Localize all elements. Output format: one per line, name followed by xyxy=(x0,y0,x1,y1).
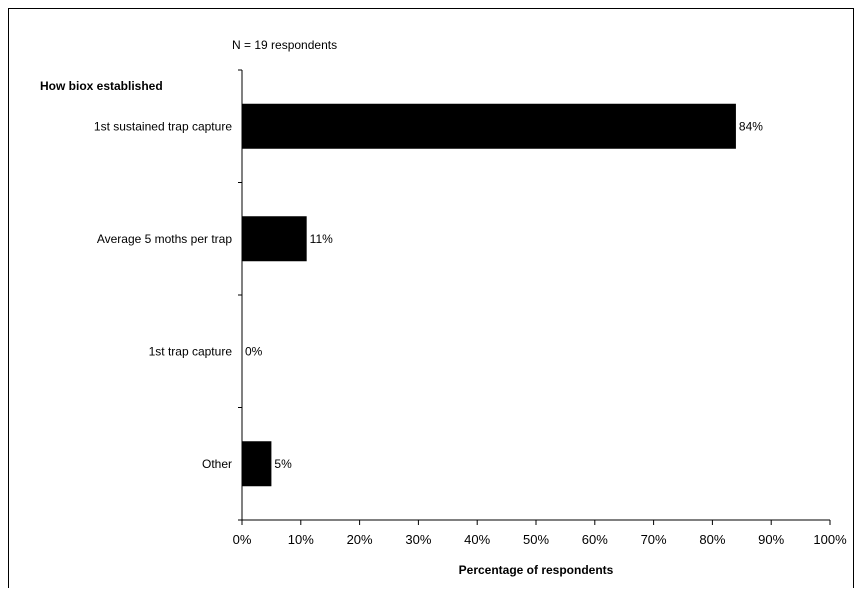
x-tick-label: 0% xyxy=(233,532,252,547)
sample-size-annotation: N = 19 respondents xyxy=(232,38,337,52)
x-tick-label: 40% xyxy=(464,532,490,547)
x-tick-label: 60% xyxy=(582,532,608,547)
x-tick-label: 50% xyxy=(523,532,549,547)
data-label: 5% xyxy=(274,457,292,471)
category-axis-title: How biox established xyxy=(40,79,163,93)
x-tick-label: 70% xyxy=(641,532,667,547)
bar xyxy=(242,441,272,487)
bar xyxy=(242,216,307,262)
category-label: Other xyxy=(202,457,232,471)
data-label: 0% xyxy=(245,344,263,358)
x-tick-label: 30% xyxy=(405,532,431,547)
category-label: Average 5 moths per trap xyxy=(97,232,233,246)
x-tick-label: 20% xyxy=(347,532,373,547)
chart-frame xyxy=(8,8,854,588)
x-tick-label: 100% xyxy=(813,532,847,547)
plot-area: 0% 10% 20% 30% 40% 50% 60% 70% 80% 90% 100% 1st sus… xyxy=(94,69,847,547)
category-label: 1st sustained trap capture xyxy=(94,119,232,133)
x-tick-label: 90% xyxy=(758,532,784,547)
x-tick-label: 10% xyxy=(288,532,314,547)
x-tick-label: 80% xyxy=(699,532,725,547)
bar xyxy=(242,103,736,149)
category-label: 1st trap capture xyxy=(149,344,233,358)
x-axis-title: Percentage of respondents xyxy=(459,563,614,577)
data-label: 84% xyxy=(739,119,763,133)
data-label: 11% xyxy=(310,232,333,246)
